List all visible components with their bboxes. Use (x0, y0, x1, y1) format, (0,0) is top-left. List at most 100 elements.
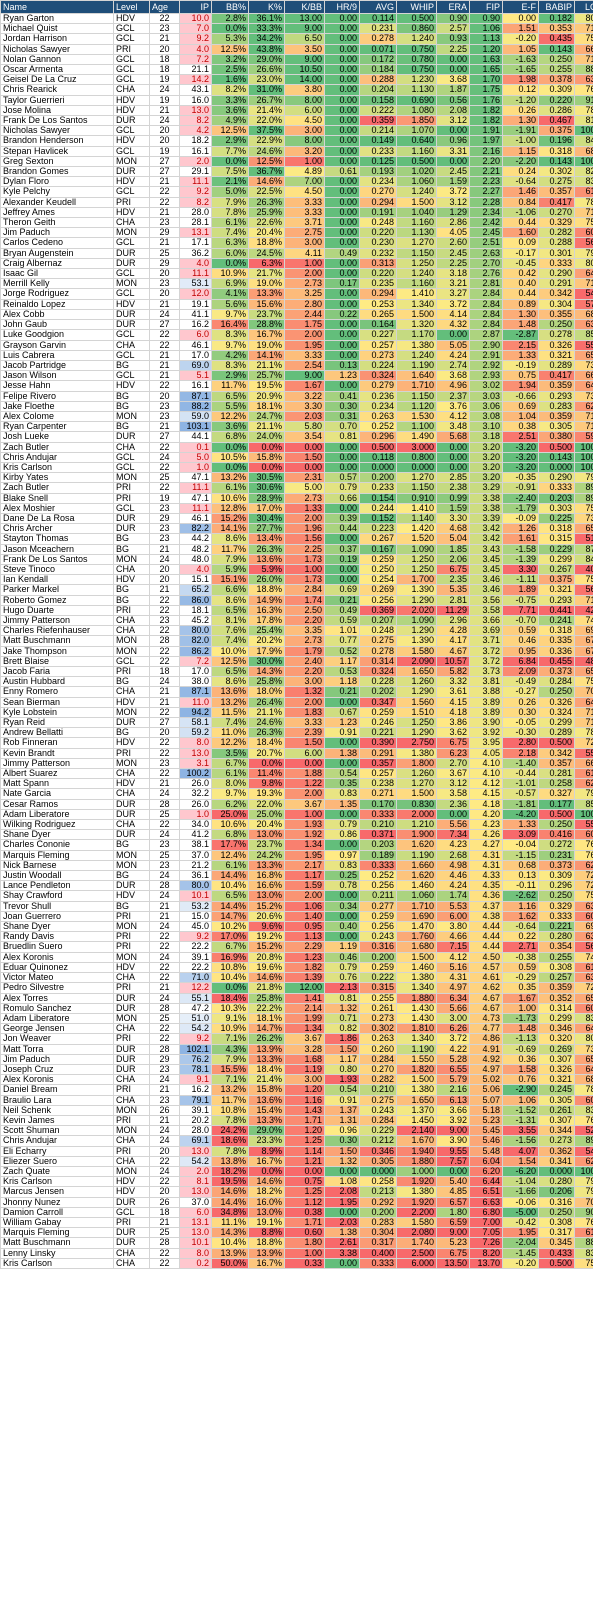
col-header-hr9[interactable]: HR/9 (324, 0, 360, 14)
cell-k-pct: 13.6% (248, 1094, 285, 1106)
cell-e-f: 0.44 (502, 288, 539, 300)
cell-avg: 0.333 (359, 859, 397, 872)
cell-babip: 0.354 (538, 941, 575, 953)
cell-ip: 9.2 (179, 33, 212, 45)
col-header-ip[interactable]: IP (179, 0, 212, 14)
cell-k-pct: 21.1% (248, 421, 285, 433)
cell-k-pct: 18.1% (248, 1012, 285, 1025)
cell-k-pct: 15.2% (248, 900, 285, 912)
cell-fip: 3.71 (469, 635, 503, 647)
cell-era: 4.23 (436, 839, 470, 851)
cell-babip: 0.433 (538, 1247, 575, 1259)
cell-name: Jacob Partridge (0, 359, 114, 372)
cell-e-f: -0.49 (502, 676, 539, 688)
table-row: Geisel De La Cruz GCL 19 14.2 1.6% 23.0% 14.00… (0, 74, 593, 86)
col-header-fip[interactable]: FIP (469, 0, 503, 14)
col-header-k-pct[interactable]: K% (248, 0, 285, 14)
cell-k-bb: 1.93 (284, 819, 325, 831)
cell-k-pct: 9.8% (248, 778, 285, 790)
cell-e-f: -0.20 (502, 33, 539, 45)
cell-ip: 71.0 (179, 972, 212, 984)
cell-whip: 1.880 (396, 992, 437, 1004)
col-header-babip[interactable]: BABIP (538, 0, 575, 14)
cell-k-bb: 2.00 (284, 329, 325, 341)
col-header-bb-pct[interactable]: BB% (211, 0, 249, 14)
cell-level: PRI (113, 747, 150, 759)
cell-k-pct: 18.8% (248, 1237, 285, 1249)
cell-e-f: 1.15 (502, 145, 539, 157)
cell-fip: 3.10 (469, 421, 503, 433)
cell-name: Ryan Garton (0, 12, 114, 25)
cell-level: GCL (113, 268, 150, 280)
cell-fip: 5.23 (469, 1114, 503, 1127)
cell-age: 23 (149, 533, 180, 545)
cell-hr9: 2.03 (324, 1216, 360, 1229)
cell-avg: 0.292 (359, 1196, 397, 1208)
cell-k-bb: 3.50 (284, 43, 325, 55)
cell-bb-pct: 11.7% (211, 1094, 249, 1106)
cell-age: 23 (149, 400, 180, 412)
cell-name: Adam Liberatore (0, 1012, 114, 1025)
cell-k-bb: 9.00 (284, 23, 325, 35)
cell-era: 4.97 (436, 982, 470, 994)
cell-name: Alex Koronis (0, 951, 114, 963)
cell-name: Joseph Cruz (0, 1063, 114, 1076)
cell-hr9: 0.37 (324, 543, 360, 555)
cell-era: 3.30 (436, 512, 470, 525)
cell-fip: 6.04 (469, 1155, 503, 1167)
cell-k-bb: 2.50 (284, 604, 325, 616)
cell-k-bb: 4.50 (284, 186, 325, 198)
table-row: Frank De Los Santos DUR 24 8.2 4.9% 22.0% 4.50… (0, 115, 593, 127)
col-header-avg[interactable]: AVG (359, 0, 397, 14)
col-header-k-bb[interactable]: K/BB (284, 0, 325, 14)
cell-bb-pct: 13.9% (211, 1247, 249, 1259)
cell-ip: 36.1 (179, 870, 212, 882)
cell-bb-pct: 10.5% (211, 451, 249, 463)
table-row: Dylan Floro HDV 21 11.1 2.1% 14.6% 7.00 0.00 0.2… (0, 176, 593, 188)
cell-k-pct: 5.9% (248, 563, 285, 576)
col-header-whip[interactable]: WHIP (396, 0, 437, 14)
cell-era: 2.68 (436, 849, 470, 861)
cell-era: 5.23 (436, 1237, 470, 1249)
cell-lob-pct: 62.9% (574, 400, 593, 412)
col-header-age[interactable]: Age (149, 0, 180, 14)
cell-e-f: 6.84 (502, 655, 539, 668)
cell-whip: 1.380 (396, 1186, 437, 1198)
cell-avg: 0.203 (359, 839, 397, 851)
cell-ip: 13.0 (179, 104, 212, 117)
cell-age: 22 (149, 931, 180, 943)
cell-whip: 1.500 (396, 788, 437, 800)
cell-lob-pct: 68.2% (574, 1074, 593, 1086)
cell-babip: 0.345 (538, 1237, 575, 1249)
cell-ip: 9.2 (179, 931, 212, 943)
cell-fip: 13.70 (469, 1257, 503, 1269)
cell-avg: 0.200 (359, 1206, 397, 1218)
cell-era: 3.86 (436, 717, 470, 729)
cell-fip: 2.21 (469, 166, 503, 178)
cell-bb-pct: 7.9% (211, 1053, 249, 1065)
cell-lob-pct: 80.4% (574, 1033, 593, 1045)
cell-k-bb: 1.00 (284, 808, 325, 821)
cell-ip: 47.1 (179, 472, 212, 484)
cell-fip: 3.03 (469, 390, 503, 402)
table-row: Bruedlin Suero PRI 22 22.2 6.7% 15.2% 2.29 1.19… (0, 941, 593, 953)
cell-name: Zach Butler (0, 441, 114, 453)
cell-hr9: 0.00 (324, 196, 360, 208)
col-header-lob-pct[interactable]: LOB% (574, 0, 593, 14)
cell-k-bb: 2.31 (284, 472, 325, 484)
cell-level: DUR (113, 319, 150, 331)
cell-level: DUR (113, 115, 150, 127)
col-header-e-f[interactable]: E-F (502, 0, 539, 14)
cell-lob-pct: 78.8% (574, 727, 593, 739)
cell-name: William Gabay (0, 1216, 114, 1229)
cell-ip: 13.1 (179, 227, 212, 239)
col-header-level[interactable]: Level (113, 0, 150, 14)
cell-age: 22 (149, 441, 180, 453)
col-header-name[interactable]: Name (0, 0, 114, 14)
cell-avg: 0.233 (359, 482, 397, 494)
cell-k-bb: 2.84 (284, 584, 325, 596)
table-row: Jason Mceachern BG 21 48.2 11.7% 26.3% 2.25 0.3… (0, 543, 593, 555)
cell-bb-pct: 13.2% (211, 1084, 249, 1096)
col-header-era[interactable]: ERA (436, 0, 470, 14)
cell-e-f: 0.00 (502, 12, 539, 25)
